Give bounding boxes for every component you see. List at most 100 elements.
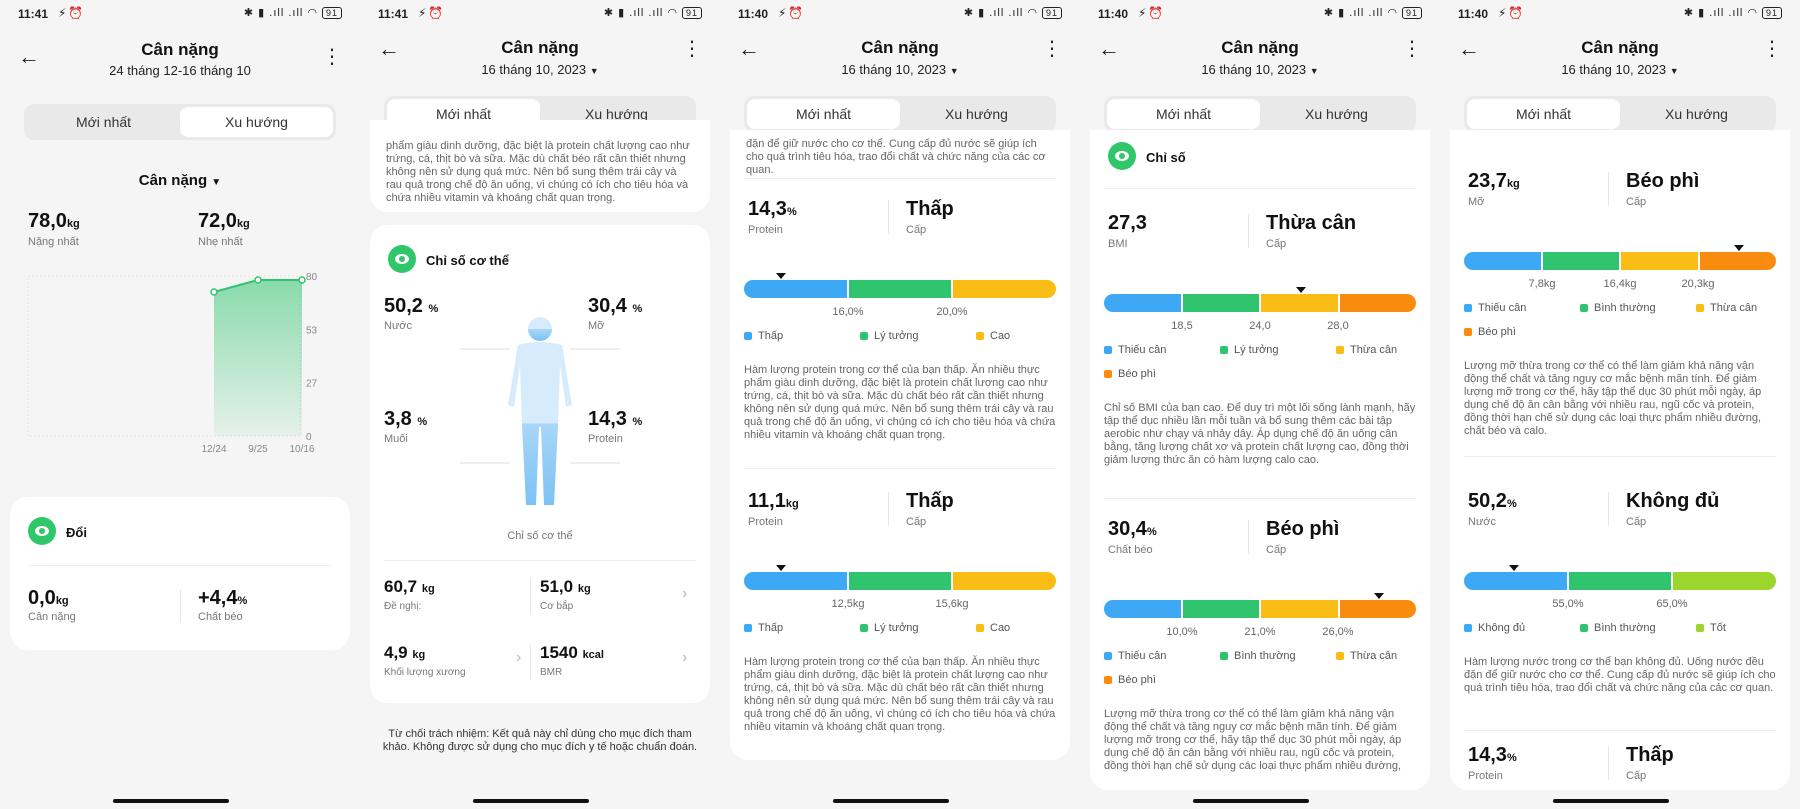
tab-trend[interactable]: Xu hướng xyxy=(585,106,648,122)
date-select[interactable]: 16 tháng 10, 2023 ▼ xyxy=(841,62,959,77)
change-title: Đổi xyxy=(66,525,87,540)
metric-explanation: Lượng mỡ thừa trong cơ thể có thể làm gi… xyxy=(1104,708,1402,772)
divider xyxy=(1104,498,1416,499)
gauge-bar xyxy=(744,572,1056,590)
battery-icon: 91 xyxy=(681,7,702,19)
legend-item: Cao xyxy=(976,330,1010,342)
legend-item: Béo phì xyxy=(1104,674,1156,686)
home-indicator[interactable] xyxy=(113,799,229,803)
gauge-marker xyxy=(1373,593,1384,599)
tab-trend[interactable]: Xu hướng xyxy=(1665,106,1728,122)
more-menu-icon[interactable]: ⋮ xyxy=(1042,38,1062,60)
y-tick-label: 27 xyxy=(306,379,318,390)
chevron-right-icon[interactable]: › xyxy=(682,585,688,602)
gauge-segment xyxy=(1673,572,1776,590)
divider xyxy=(530,579,531,613)
metric-explanation: Lượng mỡ thừa trong cơ thể có thể làm gi… xyxy=(1464,360,1762,437)
bmr-value[interactable]: 1540 kcal xyxy=(540,643,604,662)
more-menu-icon[interactable]: ⋮ xyxy=(322,46,342,68)
back-arrow-icon[interactable]: ← xyxy=(738,36,760,61)
metric-select[interactable]: Cân nặng ▼ xyxy=(0,172,360,189)
metrics-card: đặn để giữ nước cho cơ thể. Cung cấp đủ … xyxy=(730,130,1070,760)
gauge-tick: 16,4kg xyxy=(1603,278,1637,290)
metric-level-label: Cấp xyxy=(1626,196,1647,208)
tab-latest[interactable]: Mới nhất xyxy=(747,99,900,129)
status-bar: 11:41 ⚡⏰ ✱ ▮ .ıll .ıll ◠ 91 xyxy=(0,0,360,28)
page-title: Cân nặng xyxy=(141,40,219,59)
metric-label: Nước xyxy=(1468,516,1497,528)
max-weight: 78,0kg xyxy=(28,210,80,232)
divider xyxy=(1248,520,1249,554)
status-time: 11:40 xyxy=(738,7,769,21)
divider xyxy=(1608,492,1609,526)
metric-value: 11,1kg xyxy=(748,490,799,512)
caret-down-icon: ▼ xyxy=(211,177,222,188)
screen-bmi: 11:40 ⚡⏰ ✱ ▮ .ıll .ıll ◠ 91 ← Cân nặng 16… xyxy=(1080,0,1440,809)
gauge-segment xyxy=(848,572,954,590)
tab-trend[interactable]: Xu hướng xyxy=(945,106,1008,122)
divider xyxy=(530,645,531,679)
metric-level: Béo phì xyxy=(1626,170,1700,192)
gauge-bar xyxy=(1104,294,1416,312)
x-tick-label: 12/24 xyxy=(201,444,226,455)
metric-level-label: Cấp xyxy=(1266,544,1287,556)
weight-trend-chart: 80 53 27 0 12/24 9/25 10/16 xyxy=(27,272,318,455)
gauge-bar xyxy=(1464,252,1776,270)
back-arrow-icon[interactable]: ← xyxy=(378,36,400,61)
bone-value[interactable]: 4,9 kg xyxy=(384,643,426,662)
legend-item: Bình thường xyxy=(1580,302,1656,314)
more-menu-icon[interactable]: ⋮ xyxy=(1762,38,1782,60)
divider xyxy=(180,589,181,623)
tab-trend[interactable]: Xu hướng xyxy=(1305,106,1368,122)
date-select[interactable]: 16 tháng 10, 2023 ▼ xyxy=(481,62,599,77)
caret-down-icon: ▼ xyxy=(949,66,959,76)
advice-card: phẩm giàu dinh dưỡng, đặc biệt là protei… xyxy=(370,120,710,212)
header: ← Cân nặng 16 tháng 10, 2023 ▼ ⋮ xyxy=(720,30,1080,90)
gauge-segment xyxy=(744,280,849,298)
tab-latest[interactable]: Mới nhất xyxy=(1467,99,1620,129)
min-weight: 72,0kg xyxy=(198,210,250,232)
eye-icon xyxy=(1108,142,1136,170)
metric-label: Chất béo xyxy=(1108,544,1153,556)
home-indicator[interactable] xyxy=(473,799,589,803)
back-arrow-icon[interactable]: ← xyxy=(1458,36,1480,61)
tab-trend[interactable]: Xu hướng xyxy=(180,107,333,137)
more-menu-icon[interactable]: ⋮ xyxy=(1402,38,1422,60)
fat-label: Mỡ xyxy=(588,320,605,332)
back-arrow-icon[interactable]: ← xyxy=(1098,36,1120,61)
person-icon xyxy=(388,245,416,273)
bone-label: Khối lượng xương xyxy=(384,667,466,678)
header: ← Cân nặng 24 tháng 12-16 tháng 10 ⋮ xyxy=(0,30,360,90)
back-arrow-icon[interactable]: ← xyxy=(18,44,40,69)
tab-latest[interactable]: Mới nhất xyxy=(75,114,132,130)
metrics-card: 23,7kg Mỡ Béo phì Cấp 7,8kg 16,4kg 20,3kg Thiếu… xyxy=(1450,130,1790,790)
status-left-icons: ⚡⏰ xyxy=(58,6,86,20)
metric-explanation: Hàm lượng nước trong cơ thể bạn không đủ… xyxy=(1464,656,1776,694)
gauge-segment xyxy=(1104,600,1183,618)
battery-icon: 91 xyxy=(1761,7,1782,19)
fat-change-label: Chất béo xyxy=(198,611,243,623)
muscle-value[interactable]: 51,0 kg xyxy=(540,577,591,596)
metrics-card: Chỉ số 27,3 BMI Thừa cân Cấp 18,5 24,0 28,0 Thi… xyxy=(1090,130,1430,790)
legend-item: Béo phì xyxy=(1104,368,1156,380)
gauge-bar xyxy=(1464,572,1776,590)
divider xyxy=(1608,172,1609,206)
home-indicator[interactable] xyxy=(1553,799,1669,803)
metric-explanation: Chỉ số BMI của bạn cao. Để duy trì một l… xyxy=(1104,402,1416,466)
gauge-bar xyxy=(744,280,1056,298)
date-select[interactable]: 16 tháng 10, 2023 ▼ xyxy=(1201,62,1319,77)
legend-item: Không đủ xyxy=(1464,622,1525,634)
tab-latest[interactable]: Mới nhất xyxy=(1107,99,1260,129)
gauge-segment xyxy=(744,572,849,590)
chevron-right-icon[interactable]: › xyxy=(516,649,522,666)
more-menu-icon[interactable]: ⋮ xyxy=(682,38,702,60)
view-toggle: Mới nhất Xu hướng xyxy=(744,96,1056,132)
data-point xyxy=(210,288,218,296)
date-select[interactable]: 16 tháng 10, 2023 ▼ xyxy=(1561,62,1679,77)
status-bar: 11:40 ⚡⏰ ✱ ▮ .ıll .ıll ◠ 91 xyxy=(1440,0,1800,28)
chevron-right-icon[interactable]: › xyxy=(682,649,688,666)
legend-item: Thiếu cân xyxy=(1104,650,1166,662)
home-indicator[interactable] xyxy=(1193,799,1309,803)
body-index-card: Chỉ số cơ thể 50,2 % Nước 30,4 % Mỡ 3,8 … xyxy=(370,225,710,703)
home-indicator[interactable] xyxy=(833,799,949,803)
